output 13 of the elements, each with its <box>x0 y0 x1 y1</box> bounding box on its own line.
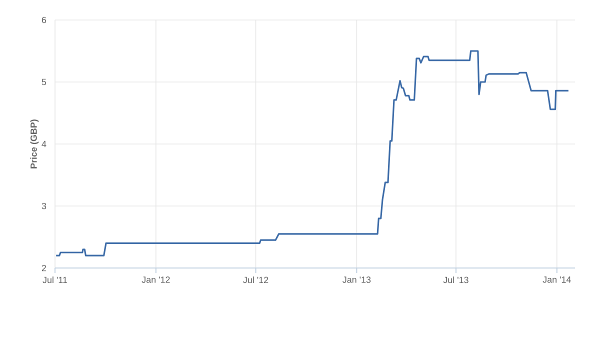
y-tick-label: 3 <box>42 202 46 210</box>
x-tick-label: Jul '12 <box>243 276 268 284</box>
y-axis-title: Price (GBP) <box>30 120 39 168</box>
y-tick-label: 4 <box>42 140 46 148</box>
y-tick-label: 5 <box>42 78 46 86</box>
y-tick-label: 6 <box>42 16 46 24</box>
x-tick-label: Jan '12 <box>142 276 170 283</box>
line-series <box>55 50 570 256</box>
x-tick-label: Jan '13 <box>342 276 371 283</box>
x-tick-label: Jul '11 <box>42 276 68 284</box>
x-tick-label: Jan '14 <box>542 276 571 283</box>
x-tick-label: Jul '13 <box>443 276 468 284</box>
y-tick-label: 2 <box>42 264 46 272</box>
